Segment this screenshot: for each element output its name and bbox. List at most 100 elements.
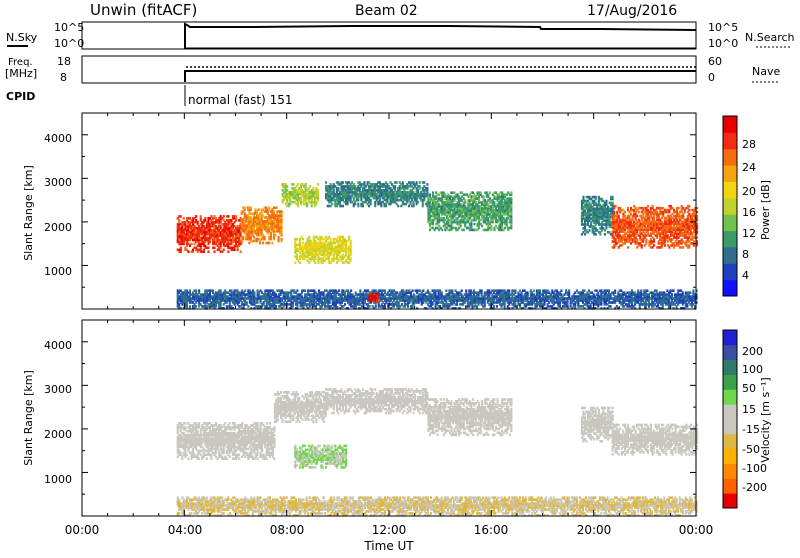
heatmap-cell — [342, 205, 344, 208]
heatmap-cell — [652, 205, 654, 208]
freq-panel-frame — [82, 56, 696, 83]
heatmap-cell — [314, 261, 316, 264]
heatmap-cell — [214, 247, 216, 250]
heatmap-cell — [510, 197, 512, 200]
heatmap-cell — [348, 236, 350, 239]
heatmap-cell — [429, 193, 431, 196]
heatmap-cell — [294, 261, 296, 264]
heatmap-cell — [214, 250, 216, 253]
heatmap-cell — [338, 289, 340, 292]
heatmap-cell — [281, 238, 283, 241]
heatmap-cell — [419, 181, 421, 184]
nsky-label: N.Sky — [6, 31, 38, 44]
cpid-label: CPID — [6, 90, 35, 103]
heatmap-cell — [195, 305, 197, 308]
heatmap-cell — [426, 187, 428, 190]
heatmap-cell — [363, 181, 365, 184]
heatmap-cell — [369, 305, 371, 308]
heatmap-cell — [636, 238, 638, 241]
heatmap-cell — [330, 238, 332, 241]
heatmap-cell — [278, 236, 280, 239]
heatmap-cell — [636, 215, 638, 218]
heatmap-cell — [613, 211, 615, 214]
heatmap-cell — [197, 221, 199, 224]
heatmap-cell — [359, 289, 361, 292]
heatmap-cell — [189, 305, 191, 308]
heatmap-cell — [370, 199, 372, 202]
heatmap-cell — [195, 289, 197, 292]
heatmap-cell — [493, 201, 495, 204]
heatmap-cell — [624, 211, 626, 214]
heatmap-cell — [653, 244, 655, 247]
heatmap-cell — [688, 209, 690, 212]
freq-top-tick: 18 — [57, 55, 71, 68]
heatmap-cell — [227, 215, 229, 218]
heatmap-cell — [240, 250, 242, 253]
heatmap-cell — [402, 181, 404, 184]
heatmap-cell — [627, 246, 629, 249]
heatmap-cell — [312, 187, 314, 190]
freq-bottom-tick: 8 — [60, 71, 67, 84]
heatmap-cell — [357, 203, 359, 206]
heatmap-cell — [678, 207, 680, 210]
heatmap-cell — [638, 211, 640, 214]
heatmap-cell — [281, 210, 283, 213]
heatmap-cell — [204, 217, 206, 220]
heatmap-cell — [490, 225, 492, 228]
heatmap-cell — [441, 229, 443, 232]
heatmap-cell — [688, 205, 690, 208]
heatmap-cell — [180, 215, 182, 218]
heatmap-cell — [612, 196, 614, 199]
heatmap-cell — [604, 233, 606, 236]
heatmap-cell — [627, 207, 629, 210]
heatmap-cell — [473, 223, 475, 226]
heatmap-cell — [416, 181, 418, 184]
nave-top-tick: 60 — [708, 55, 722, 68]
heatmap-cell — [258, 208, 260, 211]
heatmap-cell — [227, 250, 229, 253]
heatmap-cell — [304, 289, 306, 292]
heatmap-cell — [350, 240, 352, 243]
heatmap-cell — [317, 189, 319, 192]
heatmap-cell — [510, 191, 512, 194]
heatmap-cell — [220, 289, 222, 292]
freq-line — [185, 71, 696, 82]
heatmap-cell — [292, 183, 294, 186]
heatmap-cell — [200, 215, 202, 218]
heatmap-cell — [189, 289, 191, 292]
heatmap-cell — [309, 185, 311, 188]
heatmap-cell — [244, 289, 246, 292]
nsearch-label: N.Search — [745, 31, 795, 44]
heatmap-cell — [247, 305, 249, 308]
beam-title: Beam 02 — [355, 3, 418, 19]
heatmap-cell — [342, 181, 344, 184]
heatmap-cell — [412, 289, 414, 292]
heatmap-cell — [464, 199, 466, 202]
date-title: 17/Aug/2016 — [587, 3, 677, 19]
heatmap-cell — [268, 242, 270, 245]
heatmap-cell — [276, 206, 278, 209]
heatmap-cell — [191, 243, 193, 246]
heatmap-cell — [253, 291, 255, 294]
heatmap-cell — [612, 202, 614, 205]
heatmap-cell — [693, 240, 695, 243]
heatmap-cell — [394, 185, 396, 188]
nsky-bottom-tick: 10^0 — [54, 37, 84, 50]
heatmap-cell — [183, 217, 185, 220]
heatmap-cell — [483, 195, 485, 198]
heatmap-cell — [350, 289, 352, 292]
heatmap-cell — [331, 203, 333, 206]
heatmap-cell — [582, 196, 584, 199]
nsky-top-tick: 10^5 — [54, 21, 84, 34]
heatmap-cell — [262, 242, 264, 245]
heatmap-cell — [242, 236, 244, 239]
heatmap-cell — [489, 191, 491, 194]
heatmap-cell — [296, 238, 298, 241]
heatmap-cell — [480, 191, 482, 194]
heatmap-cell — [595, 196, 597, 199]
nsky-line — [185, 24, 696, 49]
heatmap-cell — [296, 254, 298, 257]
heatmap-cell — [384, 289, 386, 292]
heatmap-cell — [397, 205, 399, 208]
